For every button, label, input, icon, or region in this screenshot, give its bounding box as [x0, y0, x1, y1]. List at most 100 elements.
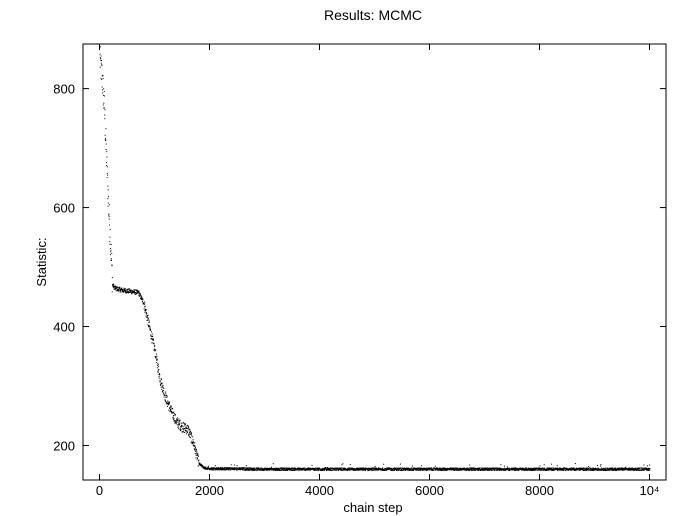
- data-point: [182, 431, 184, 433]
- data-point: [538, 467, 540, 469]
- data-point: [534, 469, 536, 471]
- data-point: [556, 468, 558, 470]
- data-point: [108, 218, 110, 220]
- data-point: [576, 469, 578, 471]
- data-point: [611, 467, 613, 469]
- data-point: [265, 468, 267, 470]
- data-point: [223, 468, 225, 470]
- data-point: [111, 265, 113, 267]
- data-point: [314, 467, 316, 469]
- data-point: [555, 469, 557, 471]
- data-point: [274, 467, 276, 469]
- data-point: [527, 467, 529, 469]
- data-point: [337, 468, 339, 470]
- data-point: [160, 383, 162, 385]
- data-point: [145, 310, 147, 312]
- data-point: [468, 469, 470, 471]
- data-point: [595, 468, 597, 470]
- data-point: [344, 469, 346, 471]
- data-point: [609, 469, 611, 471]
- data-point: [156, 364, 158, 366]
- data-point: [373, 469, 375, 471]
- data-point: [157, 372, 159, 374]
- data-point: [218, 467, 220, 469]
- data-point: [133, 292, 135, 294]
- data-point: [339, 469, 341, 471]
- data-point: [320, 469, 322, 471]
- data-point: [185, 427, 187, 429]
- data-point: [364, 469, 366, 471]
- data-point: [551, 469, 553, 471]
- data-point: [503, 469, 505, 471]
- data-point: [109, 236, 111, 238]
- data-point: [638, 468, 640, 470]
- data-point: [466, 467, 468, 469]
- data-point: [196, 451, 198, 453]
- data-point: [116, 288, 118, 290]
- data-point: [197, 453, 199, 455]
- data-point: [278, 468, 280, 470]
- data-point: [366, 468, 368, 470]
- data-point: [284, 467, 286, 469]
- data-point: [438, 467, 440, 469]
- data-point: [234, 464, 236, 466]
- data-point: [359, 469, 361, 471]
- data-point: [318, 469, 320, 471]
- data-point: [129, 289, 131, 291]
- data-point: [525, 469, 527, 471]
- data-point: [473, 467, 475, 469]
- data-point: [275, 469, 277, 471]
- data-point: [102, 74, 104, 76]
- data-point: [394, 467, 396, 469]
- data-point: [250, 467, 252, 469]
- data-point: [142, 298, 144, 300]
- data-point: [239, 468, 241, 470]
- data-point: [105, 128, 107, 130]
- data-point: [319, 469, 321, 471]
- data-point: [197, 457, 199, 459]
- data-point: [179, 424, 181, 426]
- data-point: [374, 465, 376, 467]
- data-point: [134, 292, 136, 294]
- data-point: [222, 468, 224, 470]
- data-point: [645, 468, 647, 470]
- data-point: [567, 468, 569, 470]
- data-point: [390, 469, 392, 471]
- data-point: [172, 416, 174, 418]
- data-point: [529, 468, 531, 470]
- data-point: [356, 467, 358, 469]
- data-point: [552, 469, 554, 471]
- data-point: [149, 330, 151, 332]
- data-point: [270, 467, 272, 469]
- data-point: [587, 468, 589, 470]
- data-point: [535, 469, 537, 471]
- data-point: [393, 467, 395, 469]
- data-point: [235, 468, 237, 470]
- data-point: [411, 465, 413, 467]
- data-point: [245, 469, 247, 471]
- data-point: [126, 289, 128, 291]
- data-point: [184, 424, 186, 426]
- data-point: [543, 467, 545, 469]
- data-point: [188, 429, 190, 431]
- data-point: [262, 468, 264, 470]
- data-point: [579, 467, 581, 469]
- data-point: [468, 467, 470, 469]
- data-point: [471, 468, 473, 470]
- data-point: [389, 467, 391, 469]
- data-point: [304, 469, 306, 471]
- data-point: [165, 396, 167, 398]
- data-point: [166, 396, 168, 398]
- data-point: [616, 468, 618, 470]
- data-point: [112, 284, 114, 286]
- data-point: [148, 321, 150, 323]
- data-point: [188, 428, 190, 430]
- data-point: [111, 259, 113, 261]
- data-point: [223, 469, 225, 471]
- data-point: [118, 289, 120, 291]
- data-point: [556, 465, 558, 467]
- data-point: [100, 59, 102, 61]
- data-point: [592, 469, 594, 471]
- data-point: [367, 469, 369, 471]
